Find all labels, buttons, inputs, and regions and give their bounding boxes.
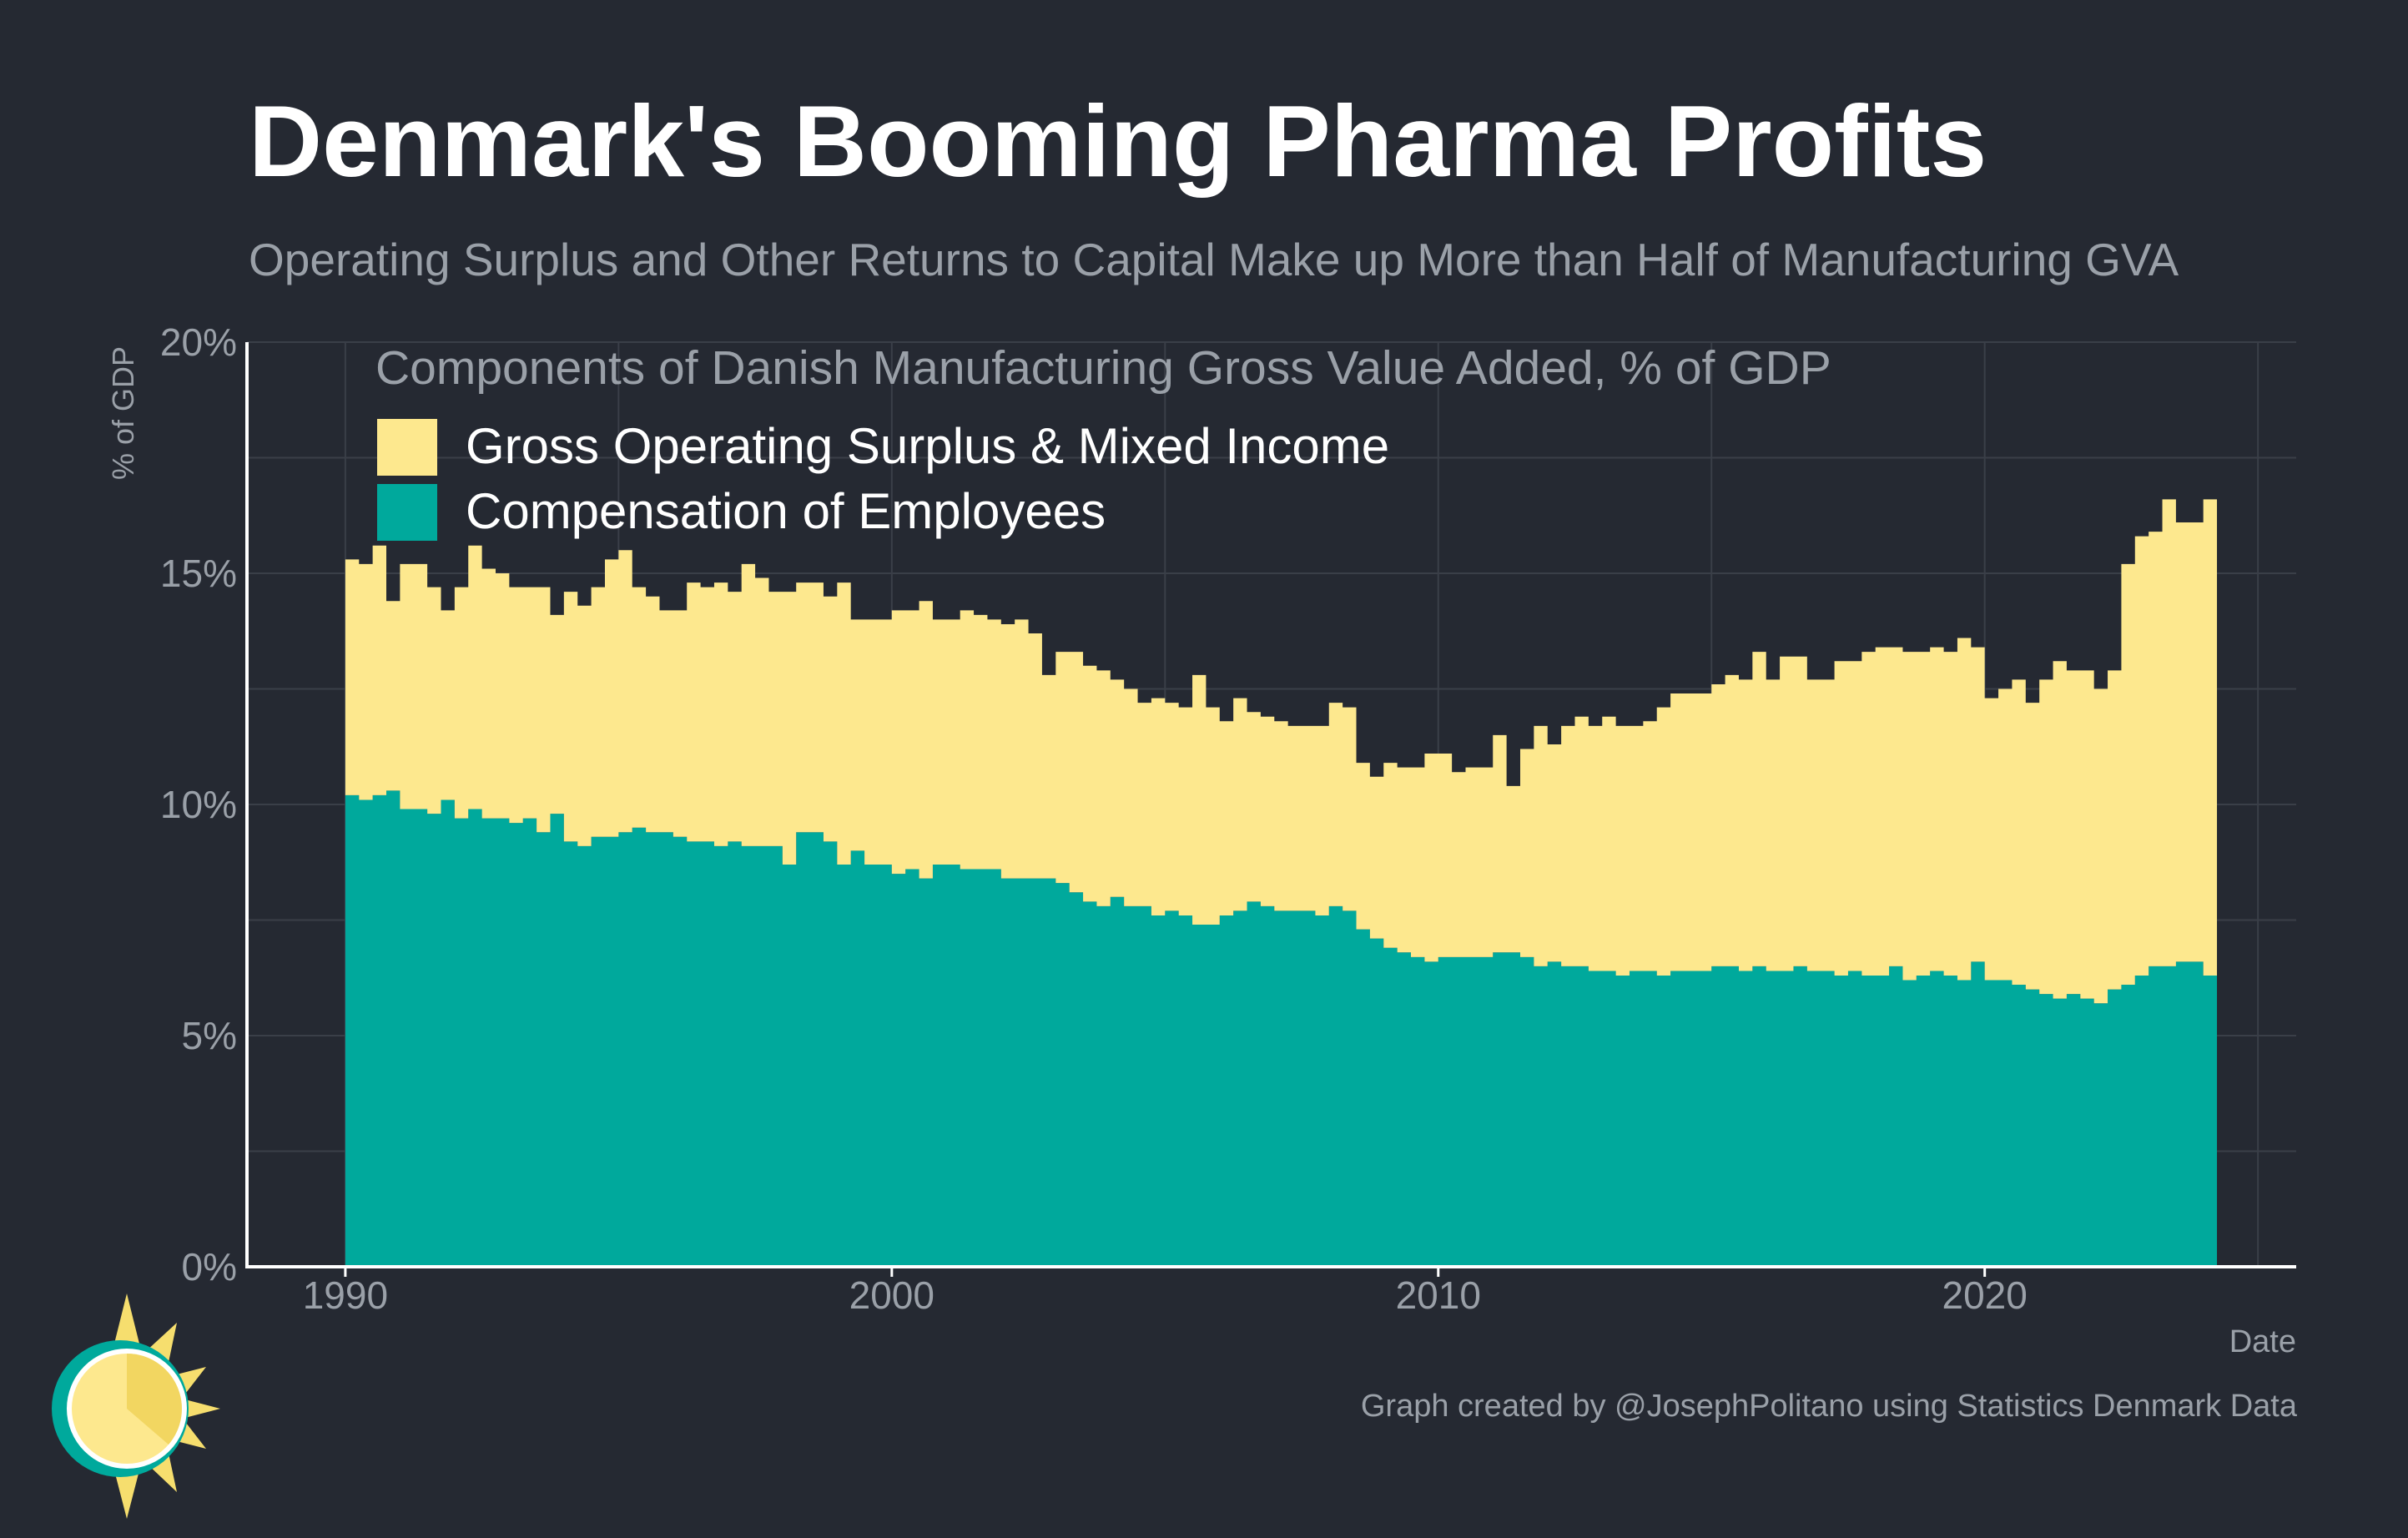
y-axis-label: % of GDP <box>106 346 140 480</box>
legend-swatch <box>377 419 437 476</box>
page-subtitle: Operating Surplus and Other Returns to C… <box>249 234 2179 285</box>
y-tick-label: 10% <box>160 783 237 826</box>
chart-title: Components of Danish Manufacturing Gross… <box>375 341 1831 395</box>
x-tick-label: 2010 <box>1396 1273 1481 1317</box>
source-caption: Graph created by @JosephPolitano using S… <box>1360 1389 2297 1424</box>
x-tick-label: 2020 <box>1942 1273 2028 1317</box>
series-compensation-of-employees <box>345 790 2218 1267</box>
legend-label: Gross Operating Surplus & Mixed Income <box>466 418 1389 474</box>
y-tick-label: 5% <box>182 1014 237 1057</box>
chart-legend: Components of Danish Manufacturing Gross… <box>375 341 1831 541</box>
sun-shade-icon <box>127 1354 182 1445</box>
legend-label: Compensation of Employees <box>466 483 1106 539</box>
y-tick-label: 20% <box>160 320 237 364</box>
sun-logo-icon <box>52 1293 220 1519</box>
y-tick-label: 0% <box>182 1245 237 1288</box>
x-tick-label: 1990 <box>303 1273 388 1317</box>
legend-swatch <box>377 484 437 541</box>
chart-series <box>345 499 2218 1267</box>
x-tick-label: 2000 <box>849 1273 934 1317</box>
chart-axes: 0% 5% 10% 15% 20% 1990 2000 2010 2020 % of GDP Dat… <box>106 320 2296 1359</box>
x-axis-label: Date <box>2229 1324 2296 1359</box>
page-title: Denmark's Booming Pharma Profits <box>249 84 1987 198</box>
y-tick-label: 15% <box>160 552 237 595</box>
series-gross-operating-surplus <box>345 499 2218 1004</box>
